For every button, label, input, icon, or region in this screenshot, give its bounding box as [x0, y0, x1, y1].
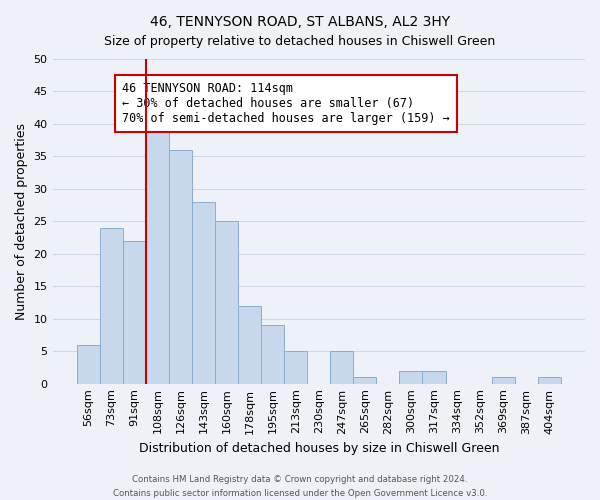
Text: 46, TENNYSON ROAD, ST ALBANS, AL2 3HY: 46, TENNYSON ROAD, ST ALBANS, AL2 3HY	[150, 15, 450, 29]
Bar	[400, 370, 422, 384]
Text: Size of property relative to detached houses in Chiswell Green: Size of property relative to detached ho…	[104, 35, 496, 48]
Text: Contains HM Land Registry data © Crown copyright and database right 2024.
Contai: Contains HM Land Registry data © Crown c…	[113, 476, 487, 498]
Bar	[330, 351, 353, 384]
Bar	[238, 306, 261, 384]
Y-axis label: Number of detached properties: Number of detached properties	[15, 123, 28, 320]
Bar	[169, 150, 192, 384]
Bar	[215, 222, 238, 384]
Bar	[146, 111, 169, 384]
Bar	[77, 344, 100, 384]
Text: 46 TENNYSON ROAD: 114sqm
← 30% of detached houses are smaller (67)
70% of semi-d: 46 TENNYSON ROAD: 114sqm ← 30% of detach…	[122, 82, 449, 124]
Bar	[491, 377, 515, 384]
Bar	[284, 351, 307, 384]
Bar	[192, 202, 215, 384]
Bar	[538, 377, 561, 384]
Bar	[422, 370, 446, 384]
X-axis label: Distribution of detached houses by size in Chiswell Green: Distribution of detached houses by size …	[139, 442, 499, 455]
Bar	[123, 241, 146, 384]
Bar	[353, 377, 376, 384]
Bar	[100, 228, 123, 384]
Bar	[261, 325, 284, 384]
